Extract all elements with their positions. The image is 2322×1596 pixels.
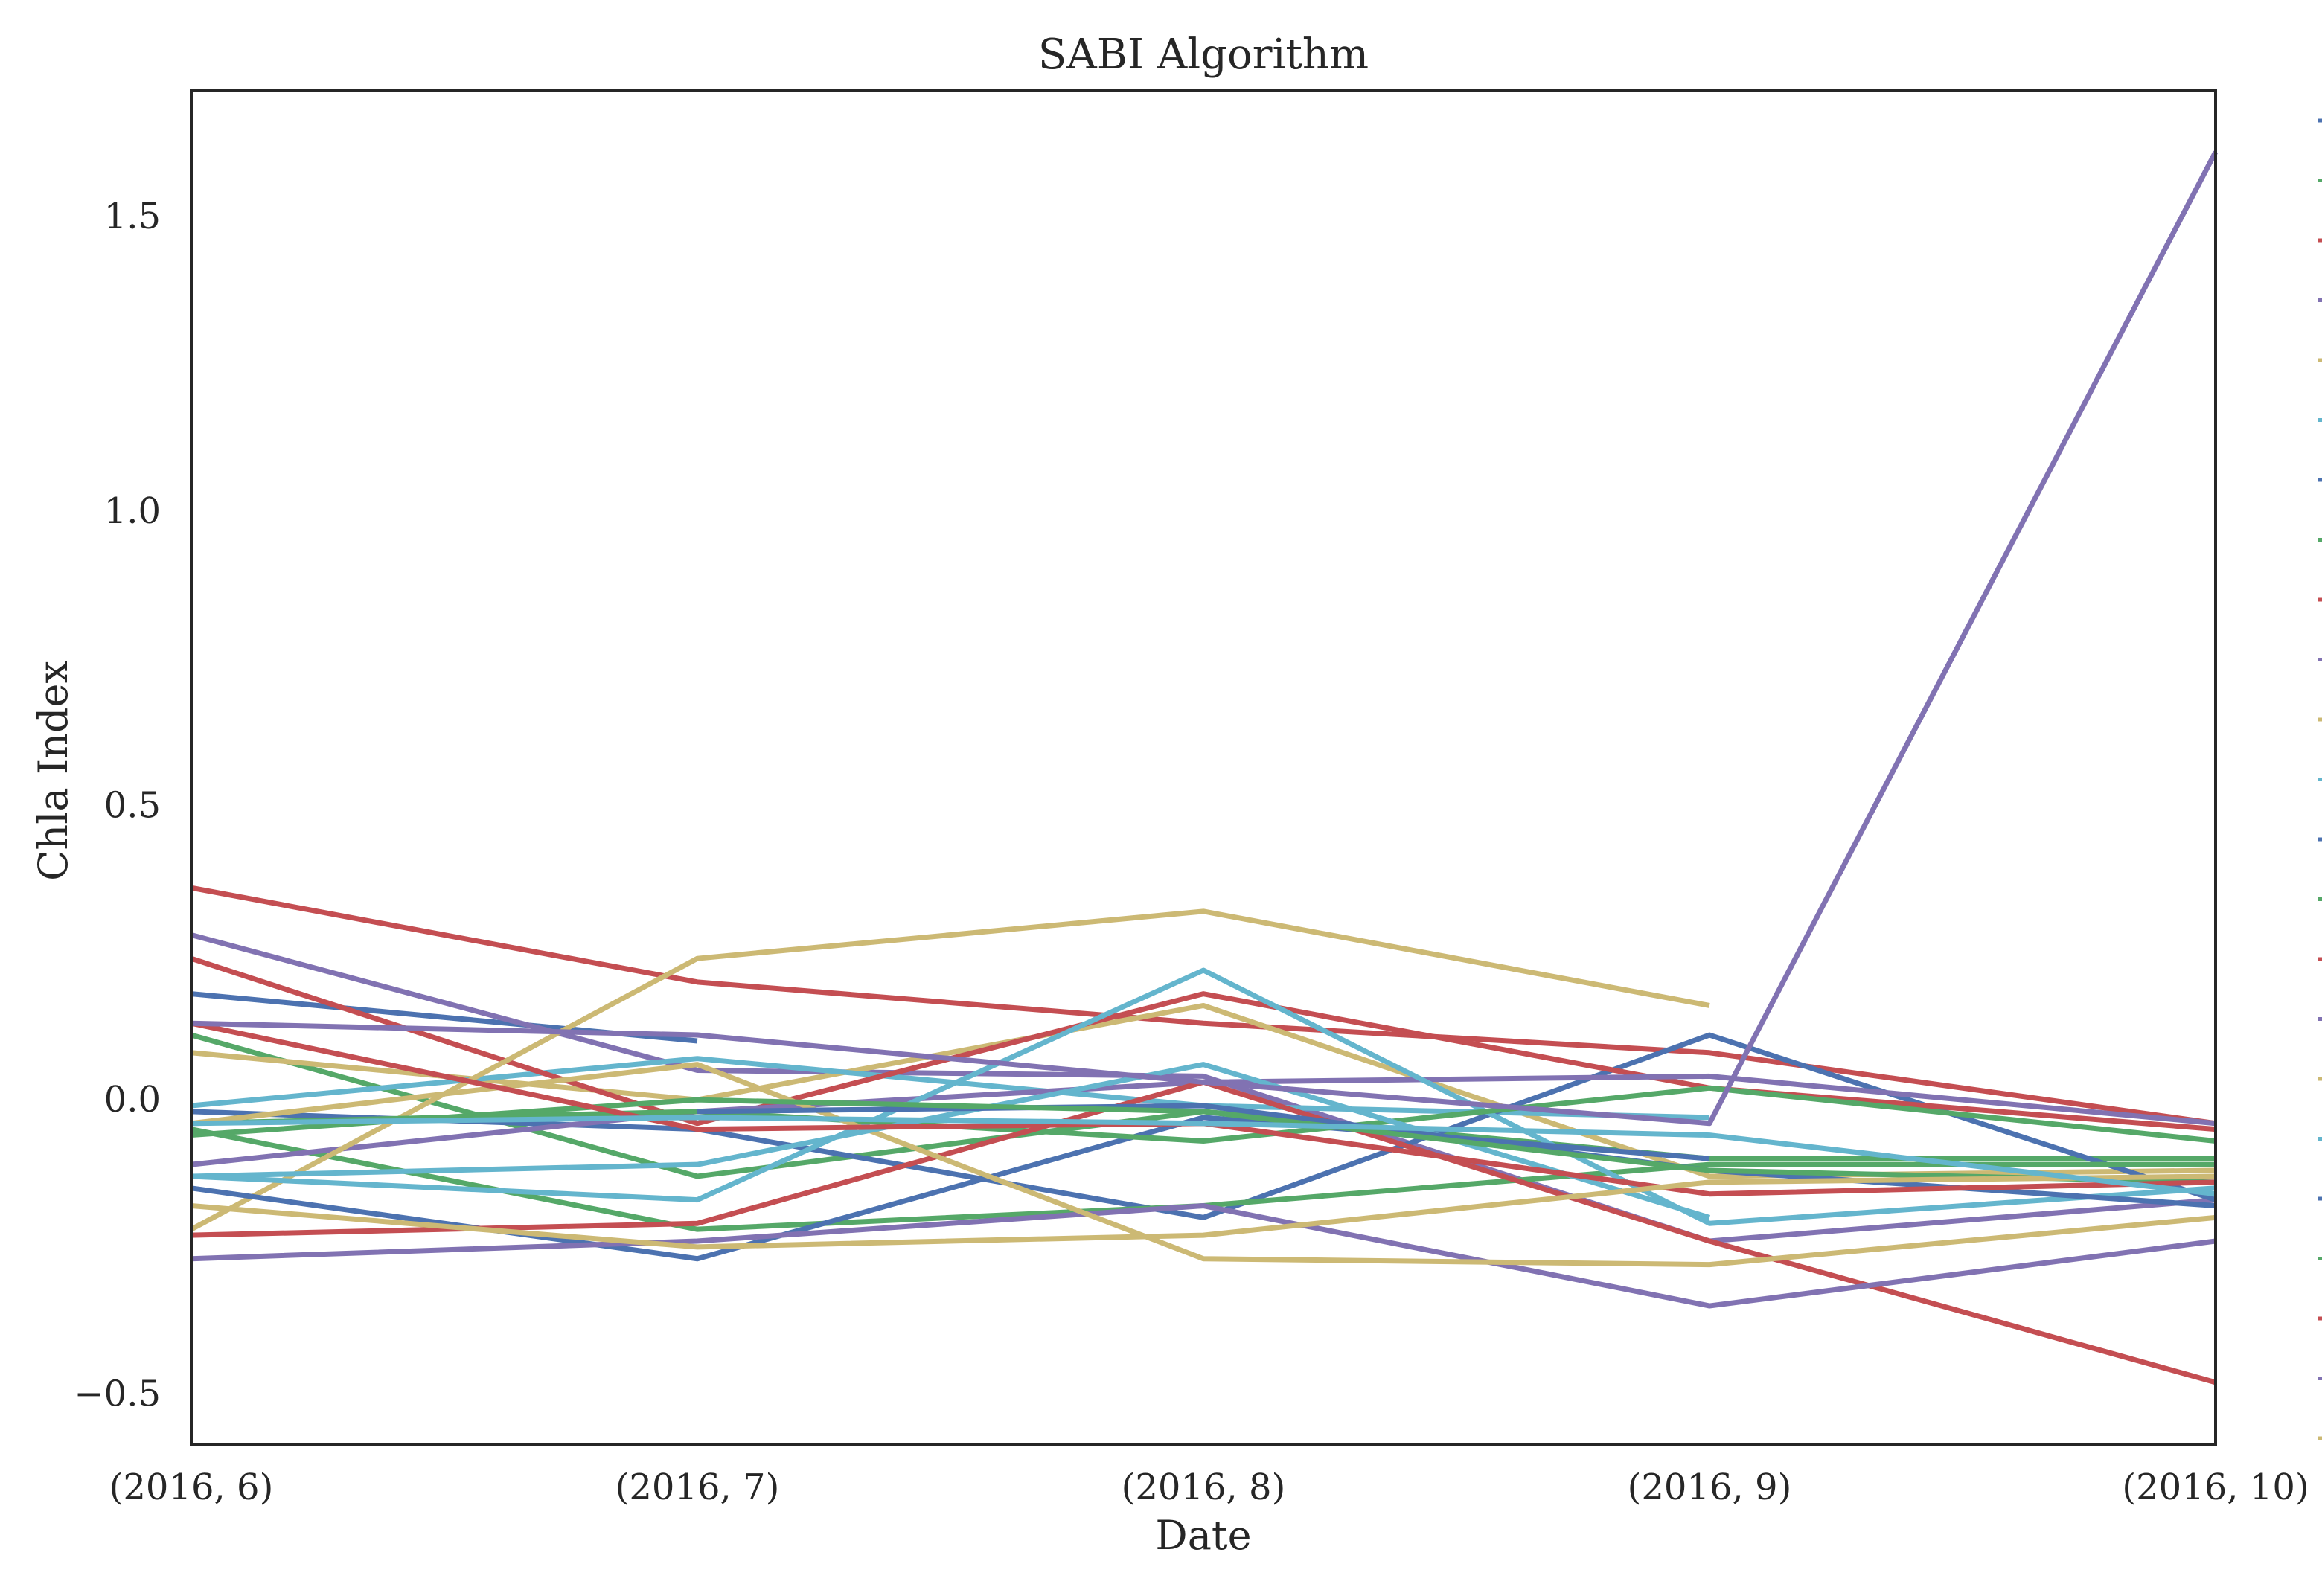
- series-layer: [190, 150, 2219, 1385]
- series-line-9: [190, 955, 2216, 1132]
- x-tick-label: (2016, 8): [1122, 1467, 1286, 1508]
- series-line-24: [191, 1115, 2216, 1197]
- y-axis-label: Chla Index: [30, 661, 77, 881]
- series-line-16: [191, 1203, 2216, 1309]
- y-tick-label: −0.5: [74, 1374, 161, 1415]
- series-line-23: [191, 1173, 2216, 1250]
- y-tick-label: 1.5: [104, 196, 161, 237]
- y-tick-label: 0.5: [104, 784, 161, 826]
- x-axis-label: Date: [1155, 1512, 1251, 1559]
- y-tick-label: 1.0: [104, 490, 161, 532]
- series-line-12: [191, 967, 2216, 1226]
- plot-area-frame: [190, 89, 2217, 1446]
- x-tick-labels: (2016, 6) (2016, 7) (2016, 8) (2016, 9) (201…: [109, 1467, 2309, 1508]
- x-tick-label: (2016, 9): [1628, 1467, 1792, 1508]
- series-line-17: [191, 1062, 2216, 1268]
- chart-title: SABI Algorithm: [1038, 31, 1369, 79]
- x-tick-label: (2016, 10): [2122, 1467, 2309, 1508]
- series-line-22: [191, 150, 2219, 1127]
- x-tick-label: (2016, 7): [615, 1467, 780, 1508]
- series-line-3: [191, 885, 2216, 1127]
- series-line-4: [191, 932, 2216, 1244]
- y-tick-label: 0.0: [104, 1079, 161, 1121]
- y-tick-labels: −0.5 0.0 0.5 1.0 1.5: [74, 196, 161, 1415]
- series-line-6: [191, 1056, 1710, 1121]
- series-line-14: [191, 1085, 2216, 1144]
- x-tick-label: (2016, 6): [109, 1467, 274, 1508]
- legend-markers: [2318, 118, 2322, 1440]
- series-line-20: [191, 1097, 2216, 1185]
